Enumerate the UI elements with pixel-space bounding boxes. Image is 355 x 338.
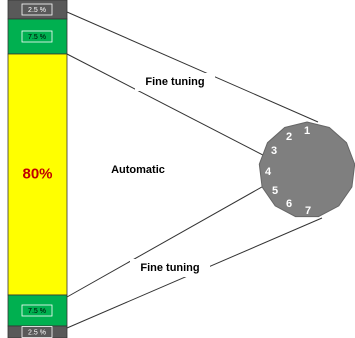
dial-number: 6 bbox=[286, 198, 292, 210]
dial-number: 7 bbox=[305, 205, 311, 217]
label-bg bbox=[130, 259, 210, 277]
segment-label: 2.5 % bbox=[28, 329, 46, 336]
bar-segment bbox=[7, 53, 68, 296]
label-box bbox=[21, 304, 53, 317]
label-bg bbox=[135, 73, 215, 91]
dial-number: 5 bbox=[272, 185, 278, 197]
label-box bbox=[21, 30, 53, 43]
label-box bbox=[21, 3, 53, 16]
dial-number: 4 bbox=[265, 166, 272, 178]
dial-number: 2 bbox=[286, 131, 292, 143]
dial-number: 1 bbox=[304, 125, 310, 137]
segment-label: 80% bbox=[22, 165, 52, 182]
automatic-label: Automatic bbox=[111, 164, 165, 176]
line bbox=[66, 11, 319, 123]
fine-tuning-label: Fine tuning bbox=[140, 262, 199, 274]
line bbox=[66, 53, 293, 171]
segment-label: 7.5 % bbox=[28, 34, 46, 41]
segment-label: 2.5 % bbox=[28, 7, 46, 14]
segment-label: 7.5 % bbox=[28, 308, 46, 315]
dial-number: 3 bbox=[271, 145, 277, 157]
line bbox=[66, 169, 293, 298]
fine-tuning-label: Fine tuning bbox=[145, 76, 204, 88]
dial bbox=[258, 121, 355, 218]
